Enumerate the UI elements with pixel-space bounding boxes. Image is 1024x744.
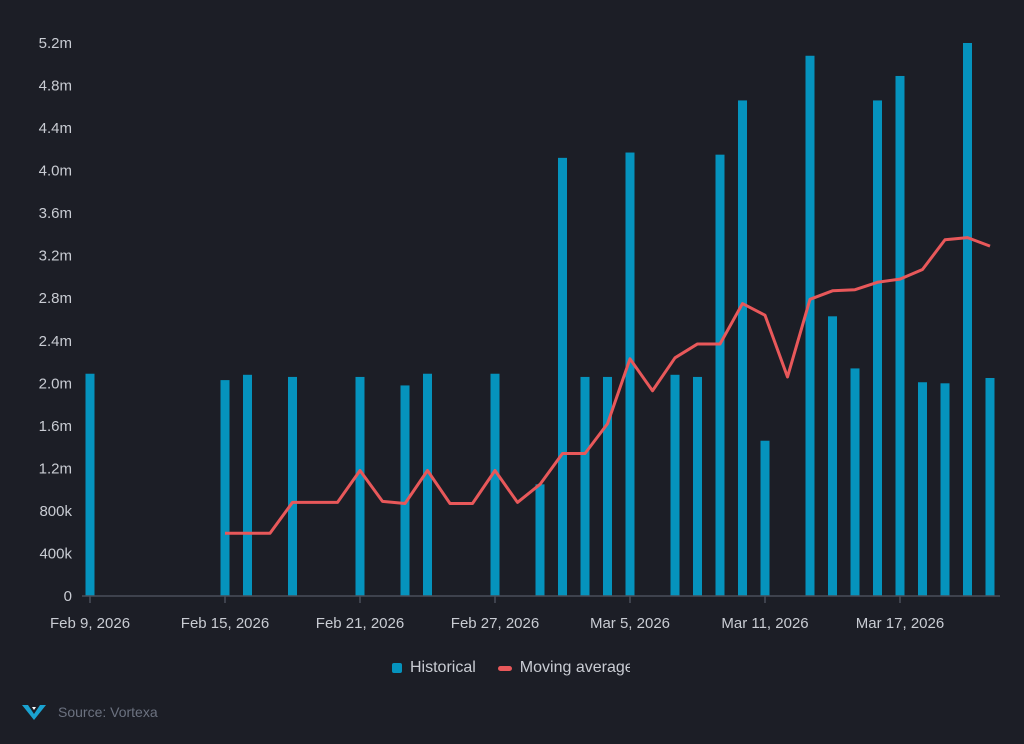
bar — [693, 376, 702, 596]
y-axis: 0 400k 800k 1.2m 1.6m 2.0m 2.4m 2.8m 3.2m 3.6m 4.0… — [39, 35, 73, 605]
legend-label: Moving average — [519, 659, 630, 676]
bar — [985, 377, 995, 596]
chart: 0 400k 800k 1.2m 1.6m 2.0m 2.4m 2.8m 3.2m 3.6m 4.0… — [39, 35, 1000, 632]
bar — [603, 376, 612, 596]
y-tick-label: 2.4m — [39, 333, 72, 350]
y-tick-label: 0 — [64, 588, 72, 605]
x-tick-label: Feb 27, 2026 — [451, 615, 539, 632]
source: Source: Vortexa — [22, 704, 158, 720]
y-tick-label: 3.2m — [39, 248, 72, 265]
x-tick-label: Feb 21, 2026 — [316, 615, 404, 632]
legend-item-historical[interactable]: Historical — [392, 659, 476, 677]
x-tick-label: Feb 9, 2026 — [50, 615, 130, 632]
bar-swatch-icon — [392, 663, 402, 673]
bar — [738, 100, 747, 596]
bar — [558, 157, 567, 596]
source-text: Source: Vortexa — [58, 704, 158, 720]
legend: Historical Moving average — [392, 659, 652, 677]
bar — [895, 75, 905, 597]
bar — [85, 373, 95, 596]
bar — [760, 440, 770, 596]
bar — [828, 316, 837, 596]
bar — [850, 368, 860, 596]
y-tick-label: 400k — [39, 545, 72, 562]
y-tick-label: 2.0m — [39, 375, 72, 392]
bar — [873, 100, 882, 596]
legend-label: Historical — [410, 659, 476, 676]
historical-bars — [85, 43, 995, 597]
bar — [355, 376, 365, 596]
x-tick-label: Mar 11, 2026 — [721, 615, 808, 632]
moving-average-line — [225, 236, 991, 535]
bar — [625, 152, 635, 596]
bar — [490, 373, 500, 596]
bar — [400, 385, 410, 596]
legend-item-moving-average[interactable]: Moving average — [497, 659, 630, 677]
bar — [715, 154, 725, 597]
bar — [220, 380, 230, 596]
x-tick-label: Mar 5, 2026 — [590, 615, 670, 632]
y-tick-label: 1.6m — [39, 418, 72, 435]
y-tick-label: 2.8m — [39, 290, 72, 307]
vortexa-logo-icon — [22, 705, 46, 720]
bar — [288, 376, 297, 596]
x-tick-label: Feb 15, 2026 — [181, 615, 269, 632]
y-tick-label: 800k — [39, 503, 72, 520]
bar — [423, 373, 432, 596]
y-tick-label: 3.6m — [39, 205, 72, 222]
y-tick-label: 1.2m — [39, 460, 72, 477]
bar — [535, 484, 545, 596]
y-tick-label: 4.0m — [39, 163, 72, 180]
y-tick-label: 5.2m — [39, 35, 72, 52]
bar — [670, 374, 680, 596]
y-tick-label: 4.4m — [39, 120, 72, 137]
x-axis: Feb 9, 2026 Feb 15, 2026 Feb 21, 2026 Feb 2… — [50, 595, 1000, 632]
bar — [940, 383, 950, 596]
x-tick-label: Mar 17, 2026 — [856, 615, 944, 632]
bar — [918, 382, 927, 596]
line-swatch-icon — [497, 665, 512, 671]
y-tick-label: 4.8m — [39, 78, 72, 95]
bar — [805, 55, 815, 597]
bar — [243, 374, 252, 596]
bar — [580, 376, 590, 596]
bar — [963, 43, 972, 596]
moving-average-path — [225, 236, 991, 535]
